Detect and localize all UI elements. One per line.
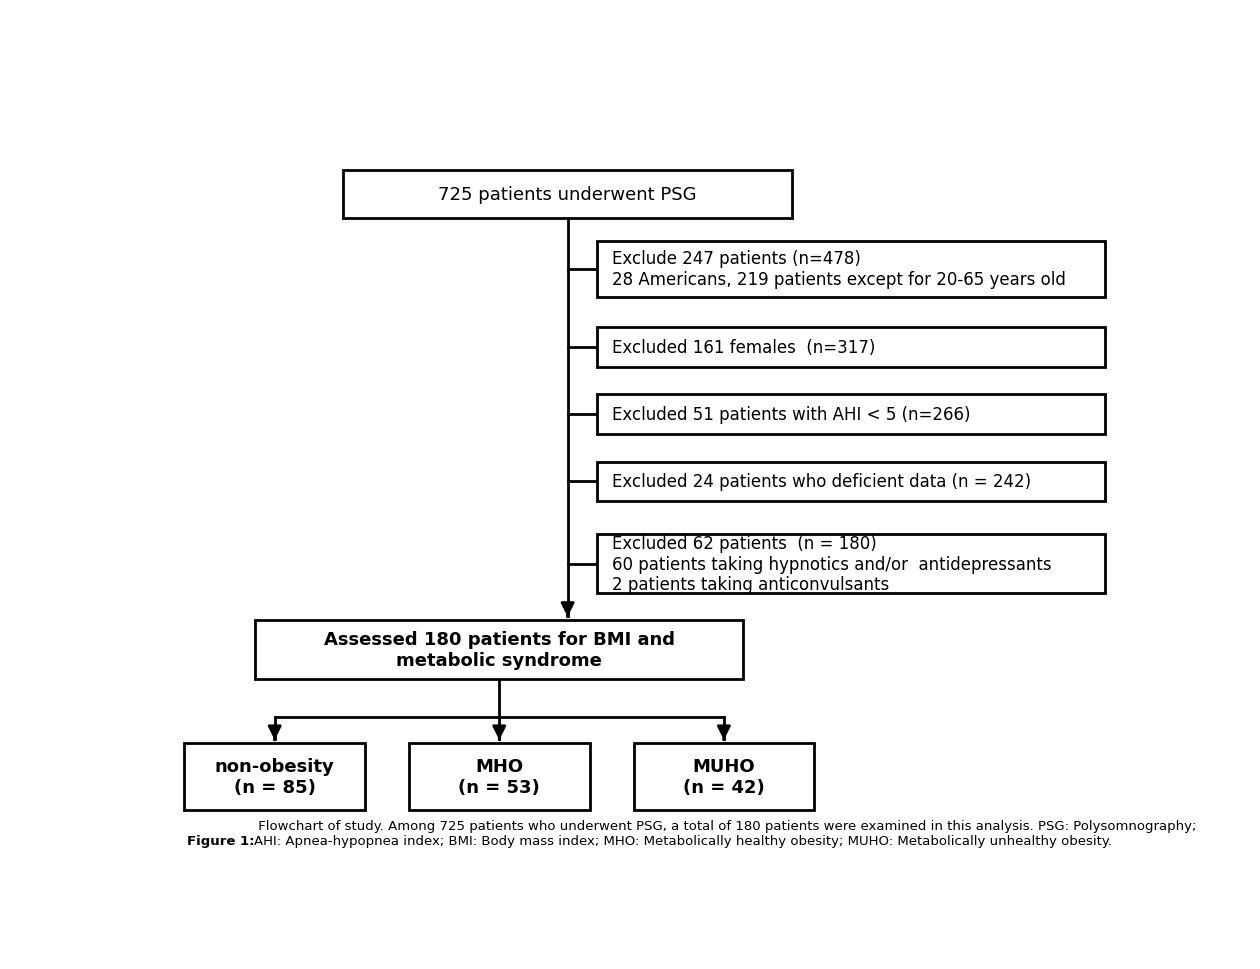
Text: Assessed 180 patients for BMI and
metabolic syndrome: Assessed 180 patients for BMI and metabo… — [324, 631, 675, 670]
Text: Figure 1:: Figure 1: — [186, 834, 255, 848]
FancyBboxPatch shape — [255, 620, 743, 679]
FancyBboxPatch shape — [634, 743, 814, 810]
Text: MHO
(n = 53): MHO (n = 53) — [459, 757, 541, 796]
Text: Excluded 51 patients with AHI < 5 (n=266): Excluded 51 patients with AHI < 5 (n=266… — [611, 406, 970, 423]
FancyBboxPatch shape — [597, 462, 1105, 502]
Text: non-obesity
(n = 85): non-obesity (n = 85) — [214, 757, 335, 796]
Text: Excluded 62 patients  (n = 180)
60 patients taking hypnotics and/or  antidepress: Excluded 62 patients (n = 180) 60 patien… — [611, 534, 1051, 594]
FancyBboxPatch shape — [597, 395, 1105, 434]
Text: Exclude 247 patients (n=478)
28 Americans, 219 patients except for 20-65 years o: Exclude 247 patients (n=478) 28 American… — [611, 250, 1066, 289]
Text: Excluded 24 patients who deficient data (n = 242): Excluded 24 patients who deficient data … — [611, 473, 1031, 491]
Text: MUHO
(n = 42): MUHO (n = 42) — [683, 757, 765, 796]
Text: Excluded 161 females  (n=317): Excluded 161 females (n=317) — [611, 338, 874, 357]
FancyBboxPatch shape — [410, 743, 590, 810]
Text: Flowchart of study. Among 725 patients who underwent PSG, a total of 180 patient: Flowchart of study. Among 725 patients w… — [255, 820, 1197, 848]
FancyBboxPatch shape — [597, 328, 1105, 367]
Text: 725 patients underwent PSG: 725 patients underwent PSG — [438, 186, 697, 203]
FancyBboxPatch shape — [343, 171, 793, 219]
FancyBboxPatch shape — [597, 534, 1105, 594]
FancyBboxPatch shape — [597, 241, 1105, 297]
FancyBboxPatch shape — [184, 743, 365, 810]
